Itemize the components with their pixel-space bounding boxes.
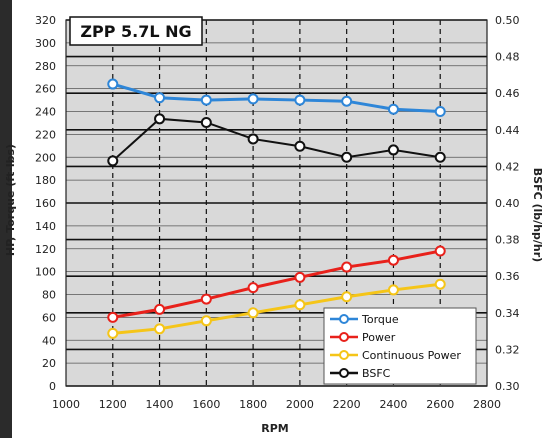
- bsfc-point: [387, 144, 399, 156]
- x-tick-label: 2400: [379, 398, 407, 411]
- y-left-tick-label: 60: [42, 311, 56, 324]
- y-right-tick-label: 0.48: [495, 51, 520, 64]
- legend-label-power: Power: [362, 331, 396, 344]
- legend-marker-bsfc: [339, 368, 349, 378]
- power-point: [341, 261, 353, 273]
- x-tick-label: 1200: [99, 398, 127, 411]
- y-right-tick-label: 0.32: [495, 343, 520, 356]
- torque-line: [112, 82, 441, 113]
- y-right-tick-label: 0.36: [495, 270, 520, 283]
- y-left-tick-label: 20: [42, 357, 56, 370]
- y-right-tick-label: 0.30: [495, 380, 520, 393]
- power-point: [200, 293, 212, 305]
- bsfc-point: [341, 151, 353, 163]
- axes: [65, 19, 488, 387]
- x-tick-label: 2200: [333, 398, 361, 411]
- y-left-tick-label: 80: [42, 289, 56, 302]
- y-right-axis-title: BSFC (lb/hp/hr): [531, 168, 542, 262]
- y-right-tick-label: 0.46: [495, 87, 520, 100]
- x-tick-label: 1800: [239, 398, 267, 411]
- y-left-axis-title: HP, Torque (ft-lbs): [4, 144, 17, 256]
- continuous-power-point: [247, 307, 259, 319]
- y-right-tick-label: 0.34: [495, 307, 520, 320]
- continuous-power-point: [107, 327, 119, 339]
- y-left-tick-label: 220: [35, 128, 56, 141]
- torque-point: [200, 94, 212, 106]
- legend-label-continuous-power: Continuous Power: [362, 349, 461, 362]
- continuous-power-point: [294, 299, 306, 311]
- bsfc-point: [200, 116, 212, 128]
- torque-point: [154, 92, 166, 104]
- x-tick-label: 2800: [473, 398, 501, 411]
- legend-label-torque: Torque: [361, 313, 399, 326]
- tick-labels: 1000 1200 1400 1600 1800 2000 2200 2400 2600 2800…: [35, 14, 520, 411]
- continuous-power-point: [341, 291, 353, 303]
- power-point: [387, 254, 399, 266]
- y-left-tick-label: 180: [35, 174, 56, 187]
- continuous-power-line: [112, 282, 441, 335]
- power-point: [294, 271, 306, 283]
- x-tick-label: 1600: [192, 398, 220, 411]
- power-line: [112, 249, 441, 319]
- y-right-tick-label: 0.44: [495, 124, 520, 137]
- legend: Torque Power Continuous Power BSFC: [323, 307, 477, 385]
- y-left-tick-label: 100: [35, 266, 56, 279]
- bsfc-point: [107, 155, 119, 167]
- legend-box: [323, 307, 477, 385]
- y-left-tick-label: 260: [35, 83, 56, 96]
- y-left-tick-label: 300: [35, 37, 56, 50]
- bsfc-point: [247, 133, 259, 145]
- continuous-power-point: [200, 315, 212, 327]
- power-point: [247, 282, 259, 294]
- continuous-power-point: [387, 284, 399, 296]
- bsfc-point: [434, 151, 446, 163]
- x-axis-title: RPM: [261, 422, 288, 435]
- legend-marker-power: [339, 332, 349, 342]
- series-group: [107, 78, 446, 339]
- torque-point: [294, 94, 306, 106]
- y-right-tick-label: 0.40: [495, 197, 520, 210]
- torque-point: [387, 103, 399, 115]
- y-left-tick-label: 120: [35, 243, 56, 256]
- title-box: ZPP 5.7L NG: [69, 16, 203, 46]
- y-left-tick-label: 160: [35, 197, 56, 210]
- power-point: [107, 311, 119, 323]
- window-edge: [0, 0, 12, 438]
- legend-marker-torque: [339, 314, 349, 324]
- y-left-tick-label: 40: [42, 334, 56, 347]
- x-tick-label: 2600: [426, 398, 454, 411]
- y-left-tick-label: 280: [35, 60, 56, 73]
- x-tick-label: 1400: [146, 398, 174, 411]
- y-right-tick-label: 0.50: [495, 14, 520, 27]
- power-point: [154, 303, 166, 315]
- torque-point: [341, 95, 353, 107]
- chart-title: ZPP 5.7L NG: [80, 22, 191, 41]
- y-left-tick-label: 140: [35, 220, 56, 233]
- y-right-tick-label: 0.42: [495, 160, 520, 173]
- plot-border: [65, 19, 488, 387]
- bsfc-line: [112, 117, 441, 162]
- bsfc-point: [294, 140, 306, 152]
- continuous-power-point: [434, 278, 446, 290]
- legend-marker-continuous-power: [339, 350, 349, 360]
- y-right-tick-label: 0.38: [495, 234, 520, 247]
- torque-point: [434, 106, 446, 117]
- x-tick-label: 2000: [286, 398, 314, 411]
- power-point: [434, 245, 446, 257]
- legend-label-bsfc: BSFC: [362, 367, 391, 380]
- bsfc-point: [154, 113, 166, 125]
- y-left-tick-label: 320: [35, 14, 56, 27]
- y-left-tick-label: 240: [35, 106, 56, 119]
- y-left-tick-label: 0: [49, 380, 56, 393]
- torque-point: [107, 78, 119, 90]
- continuous-power-point: [154, 323, 166, 335]
- x-tick-label: 1000: [52, 398, 80, 411]
- torque-point: [247, 93, 259, 105]
- y-left-tick-label: 200: [35, 151, 56, 164]
